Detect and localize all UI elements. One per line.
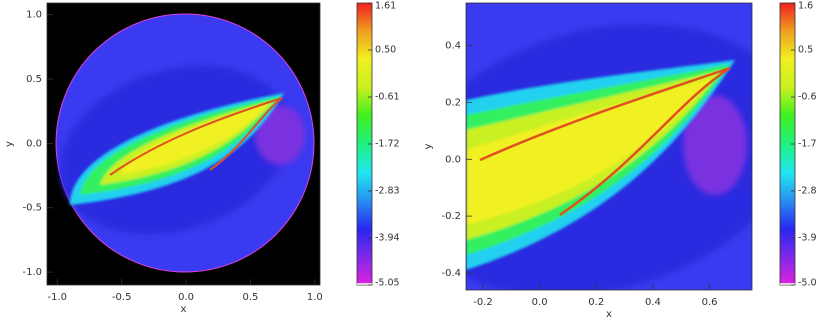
x-tick-label: 0.6 (702, 297, 718, 308)
colorbar-tick-label: 1.61 (375, 1, 396, 12)
colorbar-tick-label: -5.0 (798, 278, 817, 289)
colorbar-tick-label: 0.50 (375, 45, 396, 56)
x-tick-label: -1.0 (48, 292, 68, 303)
y-tick-label: -0.4 (441, 268, 461, 279)
colorbar-tick-label: 1.6 (798, 1, 813, 12)
field-1 (47, 3, 320, 285)
colorbar-tick-label: -1.72 (375, 139, 400, 150)
y-tick-label: 0.0 (445, 154, 461, 165)
x-axis-label: x (181, 304, 187, 315)
x-tick-label: 1.0 (307, 292, 323, 303)
x-tick-label: 0.0 (532, 297, 548, 308)
x-tick-label: 0.2 (588, 297, 604, 308)
colorbar-tick-label: -0.6 (798, 92, 817, 103)
x-tick-label: 0.0 (178, 292, 194, 303)
field-2 (466, 3, 752, 290)
colorbar-tick-label: -3.94 (375, 233, 400, 244)
colorbar-tick-label: -2.83 (375, 186, 400, 197)
y-tick-label: 1.0 (26, 10, 42, 21)
x-tick-label: 0.5 (243, 292, 259, 303)
colorbar-tick-label: -0.61 (375, 92, 400, 103)
y-axis-label: y (4, 141, 15, 147)
y-tick-label: 0.4 (445, 41, 461, 52)
x-axis-label: x (606, 309, 612, 320)
y-tick-label: 0.0 (26, 138, 42, 149)
frame-1 (46, 2, 321, 286)
x-tick-label: -0.5 (112, 292, 132, 303)
colorbar-tick-label: -2.8 (798, 186, 817, 197)
frame-2 (465, 2, 753, 291)
y-axis-label: y (423, 143, 434, 149)
x-tick-label: -0.2 (473, 297, 493, 308)
y-tick-label: -0.5 (22, 203, 42, 214)
y-tick-label: 0.5 (26, 74, 42, 85)
colorbar-tick-label: -1.7 (798, 139, 817, 150)
colorbar-tick-label: -3.9 (798, 233, 817, 244)
y-tick-label: -0.2 (441, 211, 461, 222)
y-tick-label: -1.0 (22, 267, 42, 278)
colorbar-tick-label: 0.5 (798, 45, 813, 56)
x-tick-label: 0.4 (645, 297, 661, 308)
colorbar-tick-label: -5.05 (375, 278, 400, 289)
y-tick-label: 0.2 (445, 97, 461, 108)
